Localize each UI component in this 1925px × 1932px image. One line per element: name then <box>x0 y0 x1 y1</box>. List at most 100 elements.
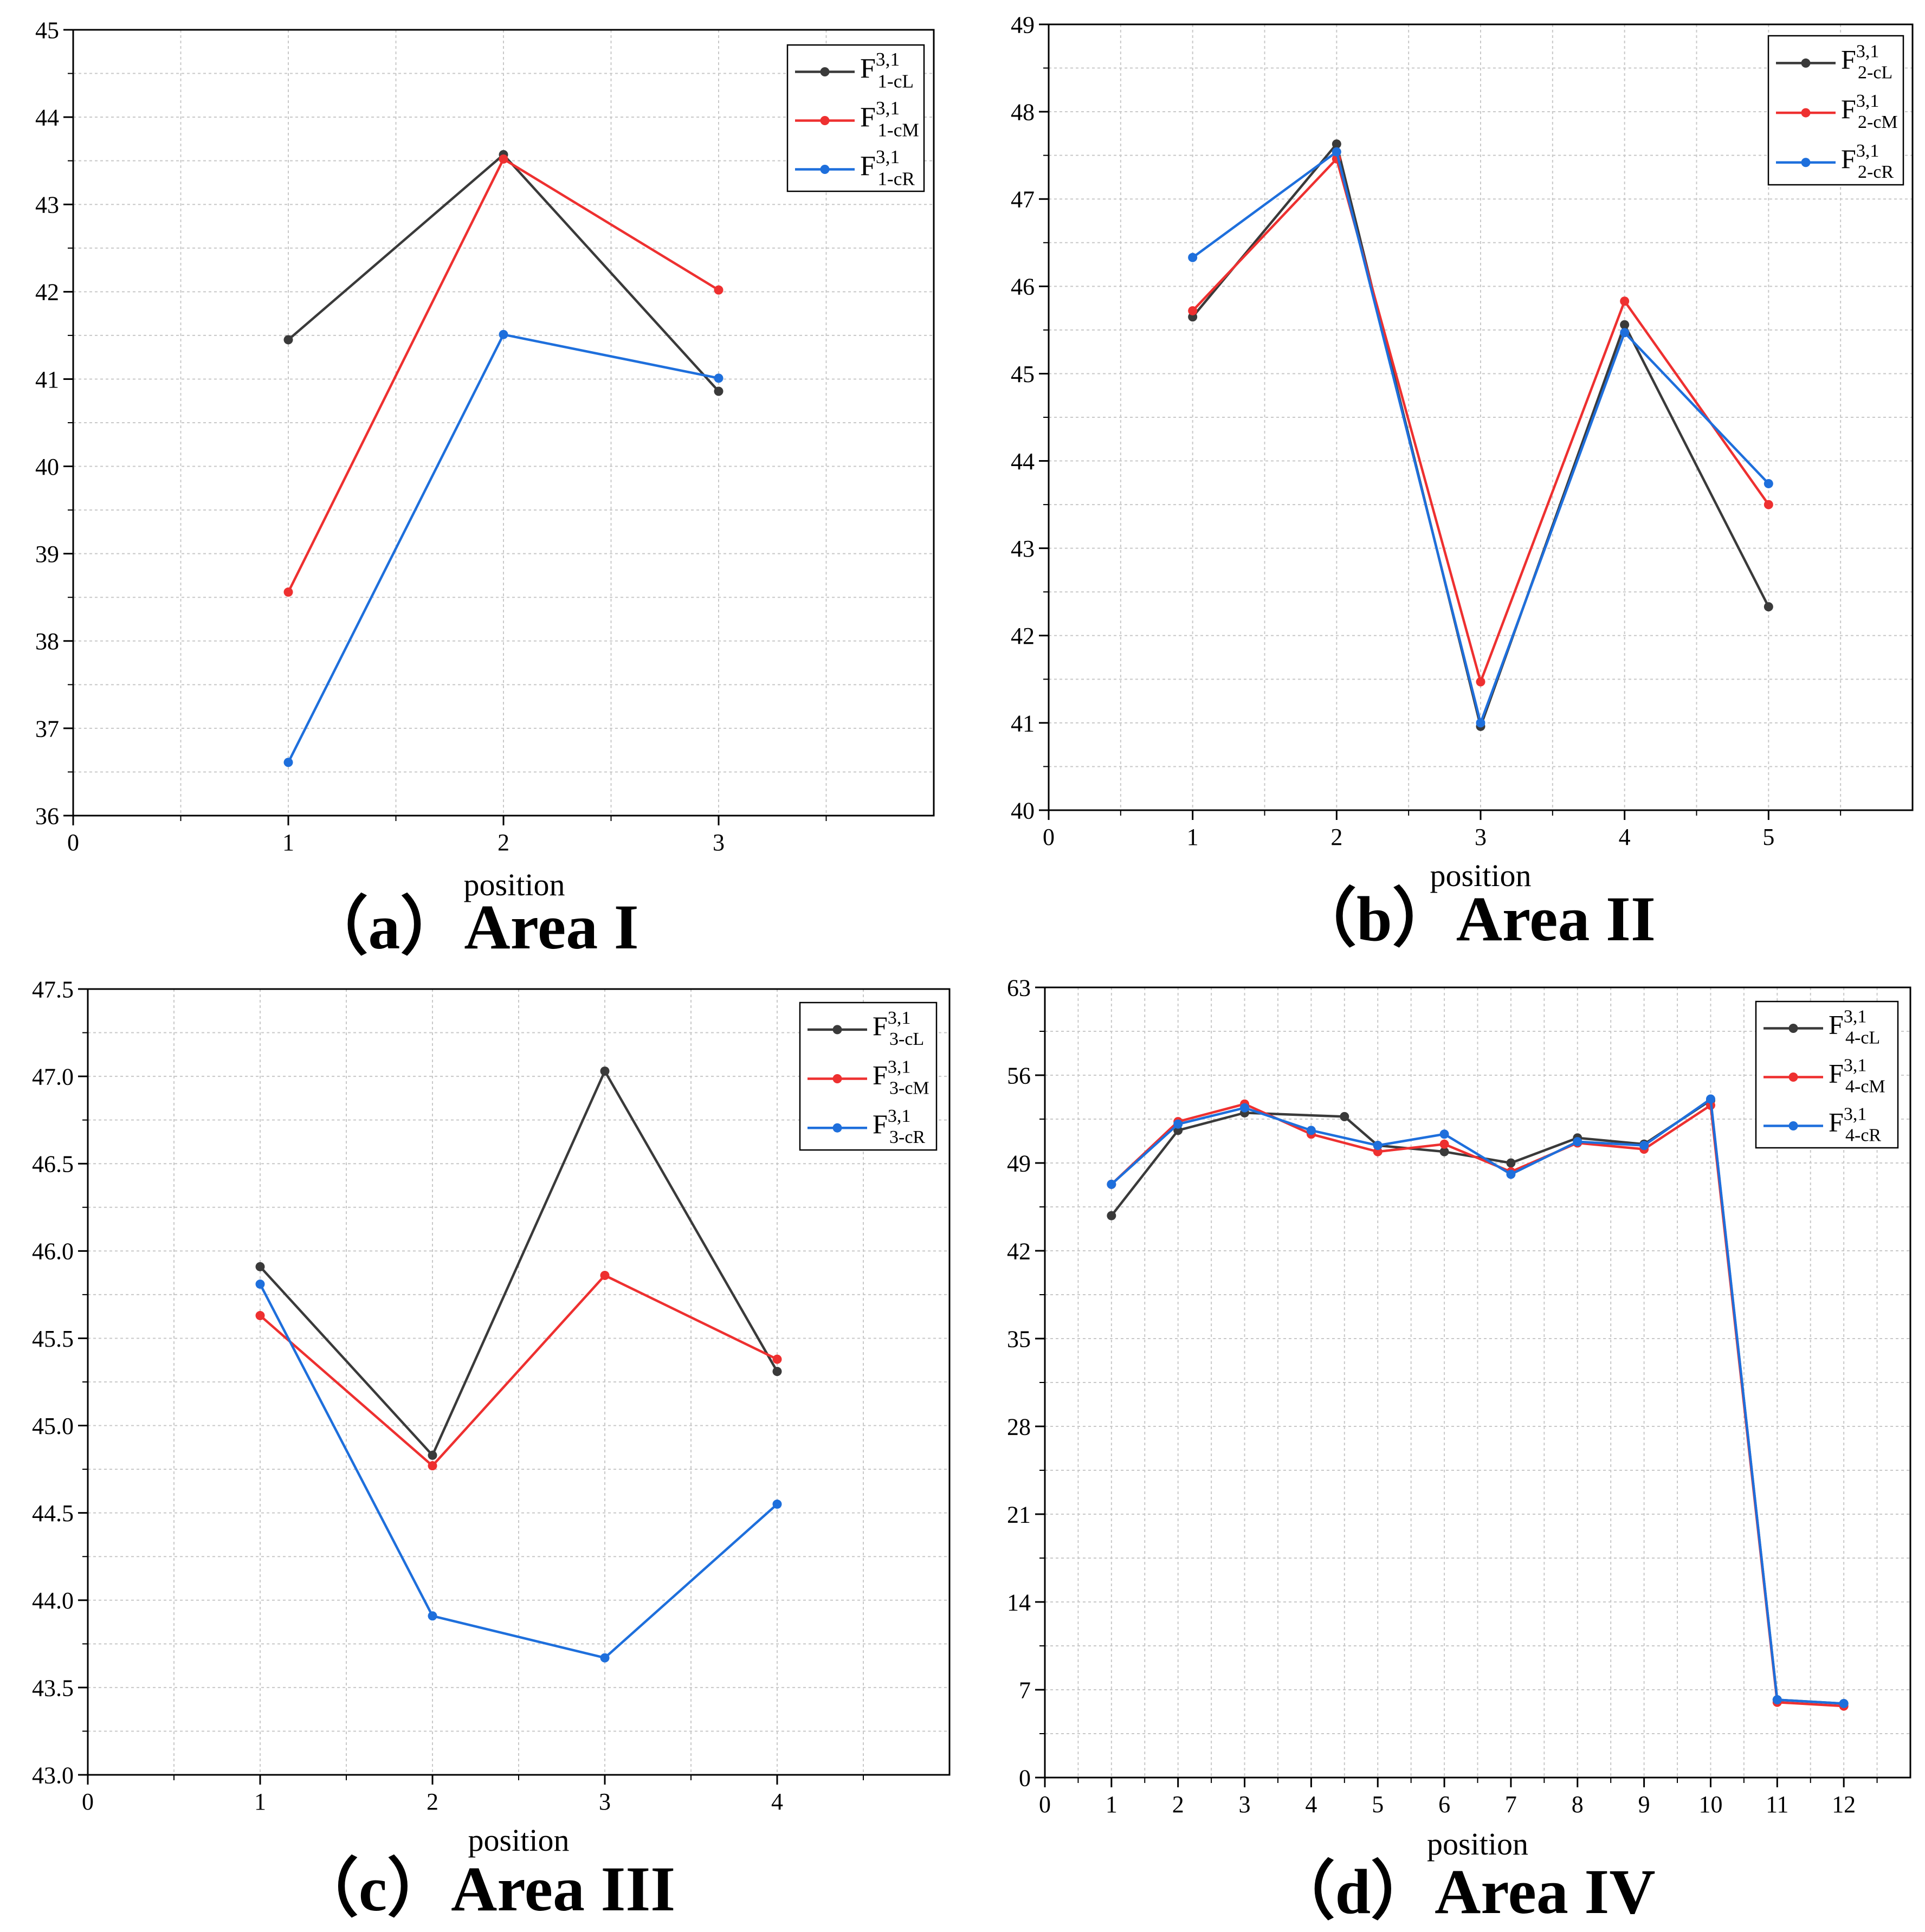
data-point <box>1639 1141 1649 1151</box>
x-tick-label: 5 <box>1762 824 1774 850</box>
legend-box <box>1767 35 1904 186</box>
data-point <box>1476 677 1485 687</box>
legend-label: F3,1 1-cM <box>860 97 919 141</box>
series-line <box>259 1283 778 1659</box>
series-4-cR <box>1107 1094 1849 1708</box>
legend-label: F3,1 1-cL <box>860 48 914 92</box>
x-tick-label: 2 <box>1330 824 1342 850</box>
x-tick-label: 6 <box>1438 1791 1450 1818</box>
x-tick-label: 2 <box>498 829 509 856</box>
x-tick-label: 3 <box>1239 1791 1251 1818</box>
data-point <box>1188 306 1198 315</box>
y-tick-label: 38 <box>35 628 59 655</box>
data-point <box>1476 718 1485 728</box>
data-point <box>283 335 293 345</box>
legend-label: F3,1 1-cR <box>860 146 915 190</box>
data-point <box>428 1450 437 1460</box>
series-1-cM <box>283 154 724 597</box>
data-point <box>255 1311 265 1321</box>
data-point <box>499 154 508 164</box>
y-tick-label: 43.0 <box>32 1762 74 1788</box>
y-tick-label: 47.0 <box>32 1064 74 1090</box>
x-tick-label: 1 <box>1187 824 1199 850</box>
y-tick-label: 63 <box>1007 974 1031 1001</box>
x-tick-label: 12 <box>1832 1791 1856 1818</box>
y-tick-label: 37 <box>35 715 59 742</box>
data-point <box>600 1066 610 1076</box>
data-point <box>1373 1141 1383 1151</box>
data-point <box>1763 602 1773 612</box>
x-tick-label: 1 <box>282 829 294 856</box>
data-point <box>1173 1119 1183 1129</box>
legend-label: F3,1 2-cR <box>1841 141 1894 182</box>
x-tick-label: 0 <box>1043 824 1055 850</box>
panel-caption: （b）Area II <box>1293 883 1656 954</box>
y-tick-label: 14 <box>1007 1589 1031 1616</box>
legend-swatch-marker <box>1788 1121 1798 1130</box>
x-tick-label: 4 <box>771 1788 783 1815</box>
legend: F3,1 2-cL F3,1 2-cM F3,1 2-cR <box>1767 35 1904 186</box>
data-point <box>714 386 724 396</box>
y-tick-label: 46.0 <box>32 1238 74 1265</box>
legend-swatch-marker <box>1788 1024 1798 1033</box>
series-line <box>287 158 720 593</box>
y-tick-label: 40 <box>1011 797 1035 824</box>
data-point <box>428 1461 437 1471</box>
series-3-cL <box>255 1066 782 1460</box>
x-tick-label: 7 <box>1505 1791 1517 1818</box>
y-tick-label: 42 <box>1011 623 1035 649</box>
y-tick-label: 42 <box>1007 1238 1031 1264</box>
data-point <box>283 587 293 597</box>
x-tick-label: 8 <box>1572 1791 1584 1818</box>
y-tick-label: 56 <box>1007 1062 1031 1089</box>
data-point <box>1332 147 1341 157</box>
data-point <box>1188 253 1198 262</box>
panel-caption: （d）Area IV <box>1271 1856 1655 1927</box>
x-tick-label: 1 <box>254 1788 266 1815</box>
data-point <box>1839 1698 1849 1708</box>
legend-swatch-marker <box>1801 58 1811 68</box>
legend-label: F3,1 2-cM <box>1841 91 1898 132</box>
legend-box <box>786 44 925 192</box>
series-line <box>259 1070 778 1457</box>
data-point <box>600 1653 610 1663</box>
x-tick-label: 11 <box>1766 1791 1788 1818</box>
data-point <box>283 758 293 767</box>
series-3-cR <box>255 1280 782 1663</box>
data-point <box>1763 500 1773 509</box>
legend: F3,1 4-cL F3,1 4-cM F3,1 4-cR <box>1755 1000 1899 1149</box>
legend-label: F3,1 3-cR <box>873 1106 925 1147</box>
y-tick-label: 40 <box>35 454 59 480</box>
legend-label: F3,1 3-cL <box>873 1008 924 1049</box>
y-tick-label: 47.5 <box>32 976 74 1003</box>
legend-swatch-marker <box>1801 108 1811 118</box>
legend-swatch-marker <box>832 1074 842 1084</box>
legend: F3,1 1-cL F3,1 1-cM F3,1 1-cR <box>786 44 925 192</box>
legend: F3,1 3-cL F3,1 3-cM F3,1 3-cR <box>799 1001 938 1151</box>
y-tick-label: 35 <box>1007 1326 1031 1352</box>
x-tick-label: 4 <box>1305 1791 1317 1818</box>
legend-label: F3,1 3-cM <box>873 1057 929 1099</box>
x-tick-label: 2 <box>427 1788 438 1815</box>
x-tick-label: 3 <box>599 1788 611 1815</box>
legend-swatch-marker <box>820 165 830 174</box>
y-tick-label: 43.5 <box>32 1675 74 1701</box>
data-point <box>1439 1139 1449 1149</box>
y-tick-label: 44 <box>35 105 59 131</box>
series-2-cR <box>1188 147 1773 728</box>
series-1-cR <box>283 329 724 767</box>
data-point <box>1706 1094 1715 1104</box>
y-tick-label: 7 <box>1019 1677 1031 1703</box>
y-tick-label: 36 <box>35 803 59 829</box>
x-tick-label: 4 <box>1619 824 1631 850</box>
data-point <box>1107 1179 1116 1189</box>
data-point <box>1620 320 1630 329</box>
data-point <box>1506 1169 1516 1179</box>
x-tick-label: 3 <box>713 829 725 856</box>
legend-label: F3,1 2-cL <box>1841 41 1892 82</box>
x-tick-label: 2 <box>1172 1791 1184 1818</box>
legend-box <box>1755 1000 1899 1149</box>
data-point <box>428 1611 437 1621</box>
